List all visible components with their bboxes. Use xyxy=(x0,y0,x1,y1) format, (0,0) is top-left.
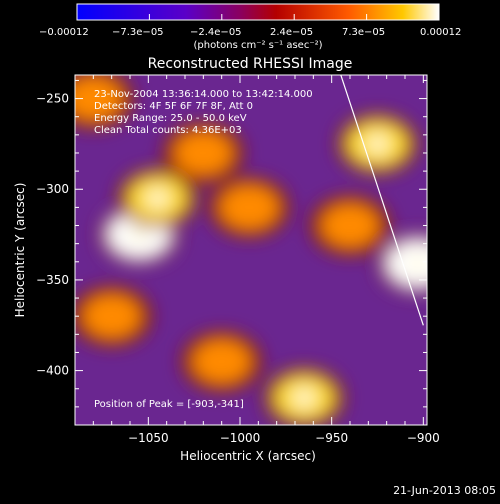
source-core xyxy=(218,184,280,231)
solar-limb-line xyxy=(340,75,424,326)
annotation-energy: Energy Range: 25.0 - 50.0 keV xyxy=(94,113,247,124)
chart-title: Reconstructed RHESSI Image xyxy=(148,56,353,72)
y-tick-label: −250 xyxy=(36,92,69,106)
y-axis-ticks: −250 −300 −350 −400 xyxy=(36,79,427,426)
source-core xyxy=(173,130,234,176)
plot-frame xyxy=(74,74,428,426)
y-axis-label: Heliocentric Y (arcsec) xyxy=(13,183,27,318)
y-tick-label: −400 xyxy=(36,364,69,378)
colorbar-label-5: 0.00012 xyxy=(420,27,461,38)
source-core xyxy=(75,76,123,122)
x-tick-label: −950 xyxy=(315,431,348,445)
colorbar-label-4: 7.3e−05 xyxy=(342,27,385,38)
intensity-map xyxy=(75,75,427,425)
colorbar-unit-label: (photons cm⁻² s⁻¹ asec⁻²) xyxy=(193,40,322,51)
x-axis-label: Heliocentric X (arcsec) xyxy=(180,449,316,463)
source-core xyxy=(320,203,380,249)
colorbar-label-0: −0.00012 xyxy=(39,27,89,38)
y-tick-label: −300 xyxy=(36,182,69,196)
colorbar-label-2: −2.4e−05 xyxy=(190,27,242,38)
annotation-clean: Clean Total counts: 4.36E+03 xyxy=(94,125,242,136)
source-core xyxy=(385,239,427,288)
colorbar xyxy=(76,3,440,21)
x-tick-label: −1050 xyxy=(128,431,169,445)
x-tick-label: −1000 xyxy=(220,431,261,445)
source-peak xyxy=(147,189,168,208)
colorbar-label-3: 2.4e−05 xyxy=(270,27,313,38)
source-peak xyxy=(367,134,388,153)
source-peak xyxy=(294,388,315,407)
source-core xyxy=(82,293,142,339)
y-tick-label: −350 xyxy=(36,273,69,287)
annotation-peak: Position of Peak = [-903,-341] xyxy=(94,399,244,410)
x-tick-label: −900 xyxy=(407,431,440,445)
source-peak xyxy=(129,225,150,244)
colorbar-ticks xyxy=(76,14,440,20)
colorbar-label-1: −7.3e−05 xyxy=(112,27,164,38)
annotation-time-range: 23-Nov-2004 13:36:14.000 to 13:42:14.000 xyxy=(94,89,313,100)
footer-date: 21-Jun-2013 08:05 xyxy=(393,484,496,497)
source-core xyxy=(191,338,252,385)
x-axis-ticks: −1050 −1000 −950 −900 xyxy=(74,75,440,445)
source-peak xyxy=(407,254,427,273)
annotation-detectors: Detectors: 4F 5F 6F 7F 8F, Att 0 xyxy=(94,101,253,112)
